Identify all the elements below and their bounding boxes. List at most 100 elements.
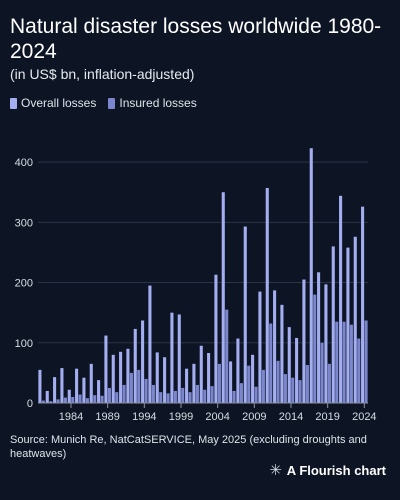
bar-insured <box>56 399 60 403</box>
bar-insured <box>144 378 148 403</box>
bar-overall <box>38 369 42 403</box>
bar-insured <box>217 363 221 403</box>
bar-insured <box>239 383 243 403</box>
x-tick-label: 1999 <box>169 411 193 423</box>
x-tick-label: 1989 <box>95 411 119 423</box>
bar-overall <box>324 284 328 403</box>
bar-overall <box>199 345 203 403</box>
legend-label-overall: Overall losses <box>21 96 97 110</box>
bar-overall <box>280 304 284 403</box>
bar-insured <box>85 398 89 403</box>
flourish-logo-icon: ✳ <box>269 462 282 479</box>
bar-overall <box>185 368 189 403</box>
bar-insured <box>276 360 280 403</box>
bar-overall <box>104 335 108 403</box>
x-tick-label: 2014 <box>279 411 303 423</box>
x-tick-label: 1994 <box>132 411 156 423</box>
flourish-credit-link[interactable]: ✳ A Flourish chart <box>269 461 386 479</box>
bar-overall <box>148 285 152 403</box>
bar-insured <box>254 386 258 403</box>
bar-insured <box>357 338 361 403</box>
bar-overall <box>111 354 115 403</box>
source-note: Source: Munich Re, NatCatSERVICE, May 20… <box>10 434 367 460</box>
bar-insured <box>188 392 192 403</box>
bar-insured <box>283 374 287 403</box>
y-tick-label: 400 <box>15 157 33 169</box>
bar-overall <box>317 272 321 403</box>
bar-overall <box>75 368 79 403</box>
bar-insured <box>327 363 331 403</box>
bar-overall <box>214 274 218 403</box>
bar-insured <box>41 400 45 403</box>
legend-label-insured: Insured losses <box>119 96 197 110</box>
bar-insured <box>129 372 133 403</box>
bar-overall <box>221 192 225 403</box>
bar-overall <box>192 363 196 403</box>
bar-overall <box>119 351 123 403</box>
bar-overall <box>353 236 357 403</box>
bar-overall <box>89 363 93 403</box>
legend-swatch-insured <box>108 97 116 109</box>
bar-insured <box>195 384 199 403</box>
bar-insured <box>203 389 207 403</box>
bar-overall <box>339 195 343 403</box>
bar-insured <box>305 365 309 403</box>
legend-item-overall[interactable]: Overall losses <box>10 96 96 110</box>
bar-insured <box>49 401 53 403</box>
bar-overall <box>287 327 291 403</box>
bar-overall <box>170 312 174 403</box>
bar-chart: 0 100 200 300 400 1984 1989 1994 1999 2004 2009 20… <box>15 148 377 423</box>
bar-insured <box>173 390 177 403</box>
flourish-credit-label: A Flourish chart <box>286 462 386 478</box>
legend: Overall losses Insured losses <box>10 96 197 110</box>
legend-swatch-overall <box>10 97 17 109</box>
bar-overall <box>126 348 130 403</box>
bar-overall <box>236 338 240 403</box>
bar-overall <box>82 377 86 403</box>
bar-insured <box>313 294 317 403</box>
bar-insured <box>151 384 155 403</box>
bar-overall <box>155 352 159 403</box>
bar-overall <box>361 206 365 403</box>
x-tick-label: 2019 <box>315 411 339 423</box>
x-axis: 1984 1989 1994 1999 2004 2009 2014 2019 2024 <box>38 402 377 423</box>
bar-insured <box>291 377 295 403</box>
bar-overall <box>243 226 247 403</box>
bar-insured <box>298 380 302 403</box>
bar-insured <box>232 390 236 403</box>
bar-overall <box>177 314 181 403</box>
bar-insured <box>247 365 251 403</box>
y-tick-label: 100 <box>15 338 33 350</box>
bars <box>38 148 368 403</box>
y-tick-label: 200 <box>15 278 33 290</box>
bar-overall <box>141 320 145 403</box>
bar-insured <box>349 324 353 403</box>
bar-overall <box>251 354 255 403</box>
x-tick-label: 1984 <box>59 411 83 423</box>
bar-overall <box>207 353 211 403</box>
bar-insured <box>335 321 339 403</box>
bar-insured <box>122 384 126 403</box>
bar-overall <box>295 337 299 403</box>
legend-item-insured[interactable]: Insured losses <box>108 96 197 110</box>
bar-overall <box>302 279 306 403</box>
bar-insured <box>159 392 163 403</box>
bar-insured <box>225 309 229 403</box>
bar-overall <box>53 377 57 403</box>
bar-overall <box>67 389 71 403</box>
bar-overall <box>60 368 64 403</box>
bar-overall <box>258 291 262 403</box>
bar-insured <box>107 387 111 403</box>
bar-overall <box>163 357 167 403</box>
bar-insured <box>78 394 82 403</box>
x-tick-label: 2024 <box>352 411 376 423</box>
x-tick-label: 2009 <box>242 411 266 423</box>
bar-overall <box>229 361 233 403</box>
x-tick-label: 2004 <box>205 411 229 423</box>
bar-insured <box>63 397 67 403</box>
bar-overall <box>346 247 350 403</box>
bar-overall <box>97 380 101 403</box>
bar-insured <box>166 393 170 403</box>
bar-insured <box>364 320 368 403</box>
bar-insured <box>93 395 97 403</box>
